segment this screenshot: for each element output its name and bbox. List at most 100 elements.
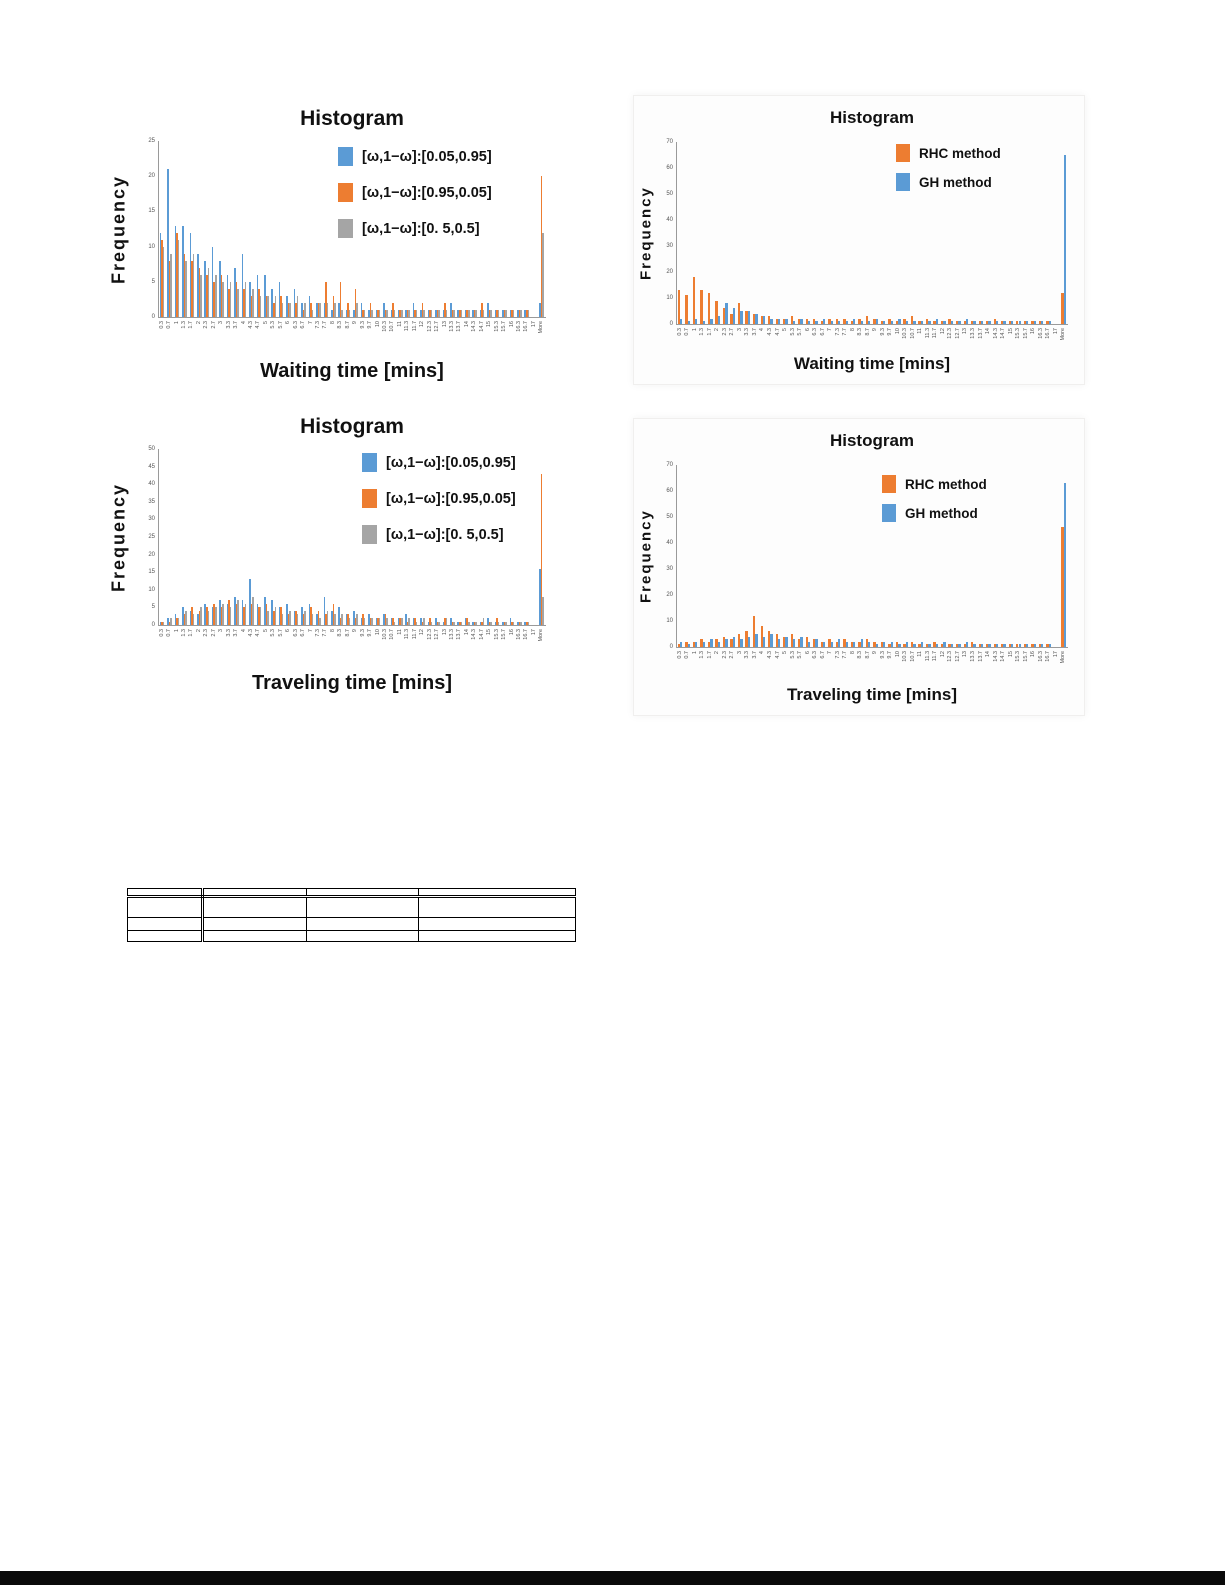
bar	[271, 600, 273, 625]
bar	[399, 618, 402, 625]
results-table	[127, 888, 576, 942]
x-tick-label: 6.7	[819, 651, 826, 659]
bar	[348, 618, 351, 625]
bar	[820, 321, 823, 324]
bar	[326, 610, 329, 625]
x-tick-label: 8.3	[337, 629, 344, 637]
bar	[265, 603, 268, 625]
bar	[524, 310, 526, 317]
bar	[197, 614, 199, 625]
bar	[167, 169, 169, 317]
x-tick-label: 7	[827, 328, 834, 332]
bar	[542, 596, 544, 625]
bar	[177, 618, 180, 625]
table-cell	[127, 896, 204, 918]
bar	[362, 310, 364, 317]
bar	[973, 644, 976, 647]
x-tick-label: 16.3	[1037, 651, 1044, 662]
bar	[341, 614, 344, 625]
y-tick-label: 0	[151, 314, 155, 320]
bar	[1018, 644, 1021, 647]
x-tick-label: 11.3	[404, 629, 411, 640]
bar	[265, 295, 268, 317]
x-tick-label: 12.3	[426, 629, 433, 640]
bar	[207, 610, 210, 625]
x-tick-label: 8	[329, 629, 336, 633]
bar	[828, 639, 831, 647]
bar	[353, 310, 355, 317]
bar	[338, 607, 340, 625]
bar	[986, 321, 989, 324]
x-tick-label: 4.3	[766, 651, 773, 659]
x-tick-label: 15	[486, 321, 493, 328]
y-tick-label: 25	[148, 534, 155, 540]
bar	[197, 253, 199, 317]
x-tick-label: 0.7	[684, 651, 691, 659]
bar	[256, 274, 259, 317]
bar	[267, 610, 269, 625]
bar	[325, 614, 327, 625]
x-tick-label: 14.3	[992, 651, 999, 662]
bar	[888, 318, 891, 324]
x-tick-label: 14.3	[471, 629, 478, 640]
bar	[1003, 321, 1006, 324]
bar	[898, 644, 901, 647]
x-tick-label: 11	[396, 321, 403, 327]
bar	[429, 310, 431, 317]
x-tick-label: 2.7	[729, 328, 736, 336]
legend-item: GH method	[882, 504, 987, 522]
bar	[732, 308, 736, 324]
bar	[189, 610, 192, 625]
chart-waiting-time-weights: Histogram Frequency 0 5 10 15 20 25 0.3 0.7 1 1.…	[100, 95, 560, 391]
x-tick-label: 14.3	[471, 321, 478, 332]
bar	[296, 614, 299, 625]
bar	[198, 610, 201, 625]
bar	[377, 310, 379, 317]
bar	[1001, 321, 1004, 324]
x-tick-label: 17	[530, 321, 537, 328]
x-tick-label: 13.3	[970, 651, 976, 662]
bar	[214, 607, 217, 625]
x-tick-label: 3.7	[233, 321, 240, 329]
bar	[1008, 644, 1011, 647]
bar	[823, 641, 826, 647]
x-tick-label: 7.7	[322, 321, 329, 329]
bar	[348, 310, 351, 317]
bar	[843, 318, 846, 324]
bar	[289, 302, 291, 317]
x-tick-label: 6.7	[819, 328, 826, 336]
x-tick-label: 15.3	[493, 629, 500, 640]
bar	[737, 634, 741, 647]
bar	[539, 568, 541, 625]
x-tick-label: 16.7	[1045, 651, 1052, 662]
bar	[860, 321, 863, 324]
x-tick-label: 11.7	[932, 651, 939, 662]
bar	[334, 614, 336, 625]
bar	[732, 636, 736, 647]
x-tick-label: 8	[329, 321, 336, 325]
bar	[956, 644, 959, 647]
bar	[1038, 644, 1042, 647]
x-tick-label: 6.7	[300, 629, 307, 637]
bar	[520, 310, 522, 317]
table-cell	[418, 930, 576, 942]
bar	[457, 621, 460, 625]
x-tick-label: 7.3	[315, 321, 321, 329]
x-tick-label: 13	[962, 328, 969, 335]
bar	[963, 644, 966, 647]
x-axis-label: Waiting time [mins]	[260, 360, 444, 382]
x-tick-label: 1.7	[188, 629, 195, 637]
y-tick-label: 20	[148, 173, 155, 180]
bar	[356, 302, 358, 317]
bar	[542, 232, 544, 317]
x-tick-label: 1.3	[699, 328, 706, 336]
x-tick-label: 12	[419, 629, 426, 636]
bar	[928, 644, 931, 647]
plot-area: 0 10 20 30 40 50 60 70	[666, 139, 1068, 327]
bar	[159, 621, 162, 625]
bar	[479, 621, 482, 625]
bar	[910, 641, 914, 647]
plot-area: 0 10 20 30 40 50 60 70	[666, 462, 1068, 650]
bar	[323, 302, 326, 317]
bar	[895, 321, 899, 324]
